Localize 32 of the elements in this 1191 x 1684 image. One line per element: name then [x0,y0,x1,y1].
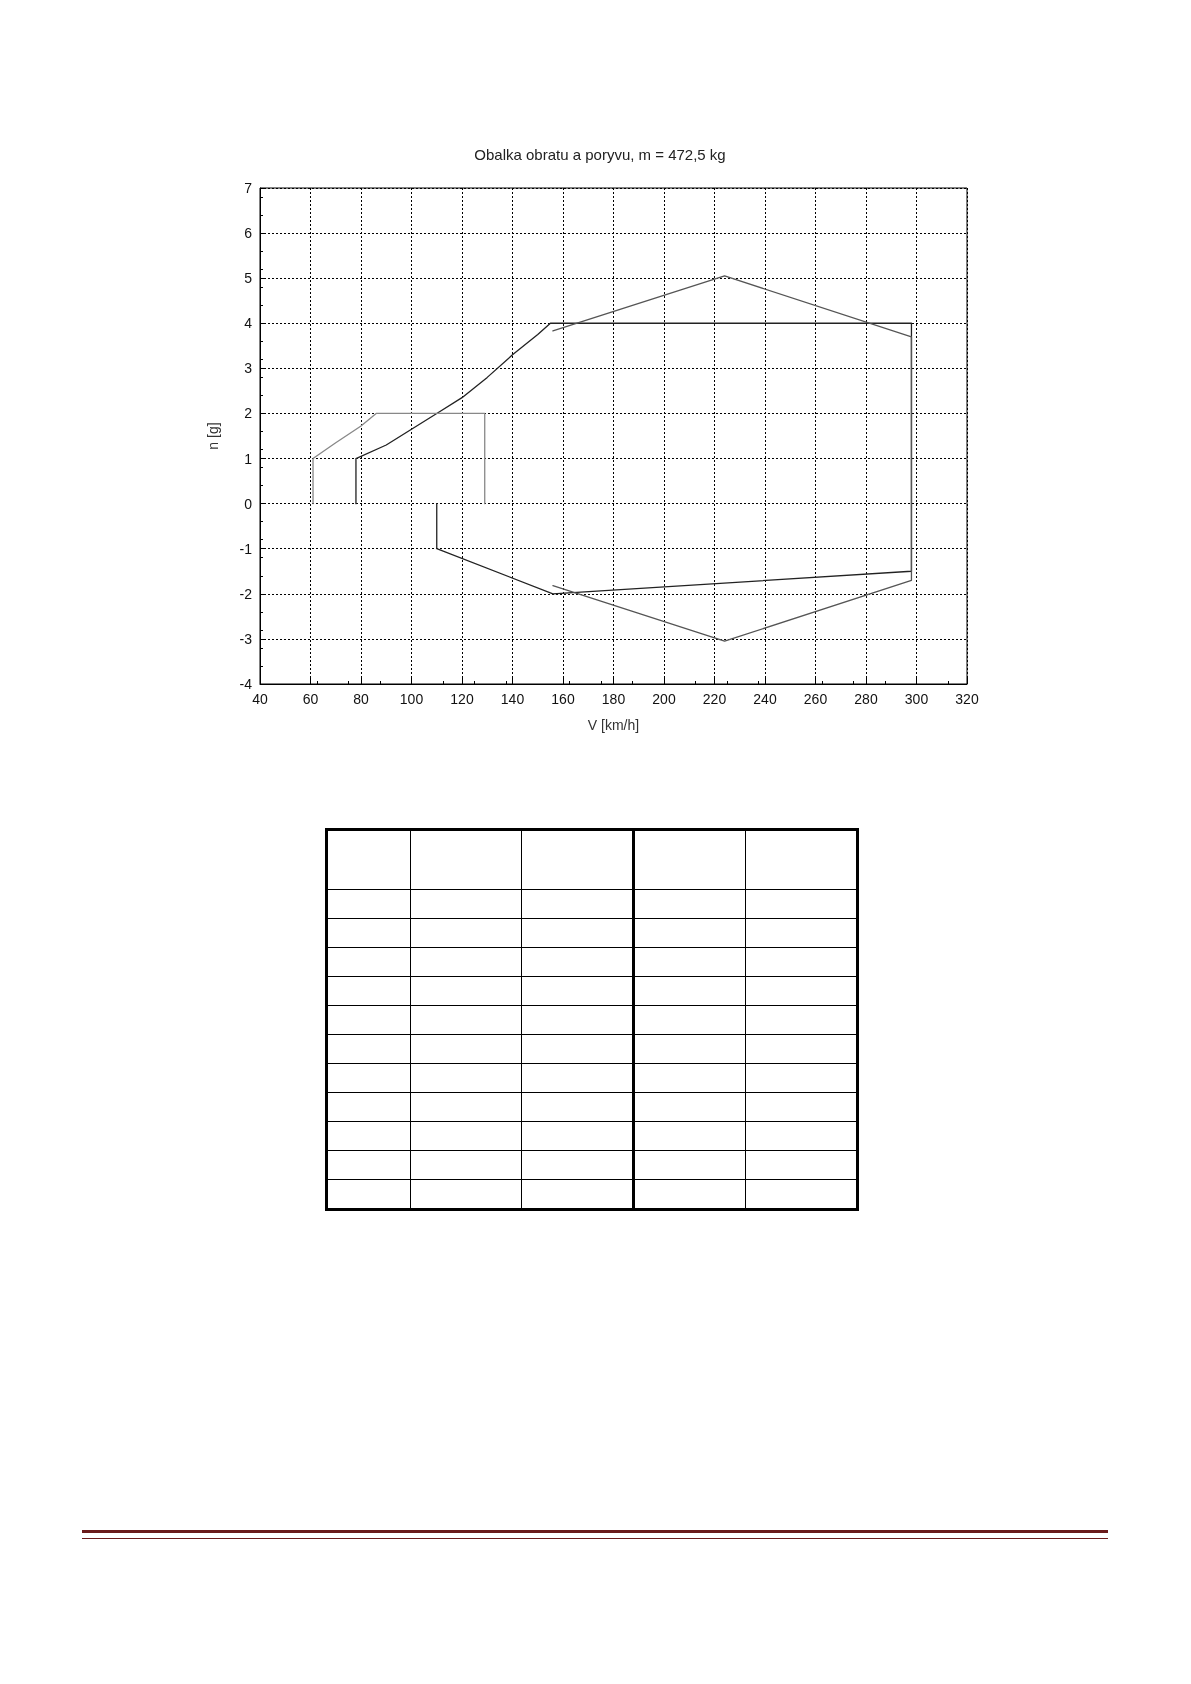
y-tick-label: 4 [244,315,253,332]
x-tick-label: 60 [302,691,319,707]
y-tick-label: 5 [244,270,253,287]
y-tick-label: 1 [244,450,253,467]
x-tick-label: 160 [551,691,575,707]
x-tick-label: 300 [904,691,929,707]
line-series [552,275,913,642]
y-tick-label: 0 [244,495,253,512]
x-tick-label: 40 [252,691,268,707]
y-tick-label: 6 [244,225,253,242]
y-tick-label: -1 [239,540,253,557]
x-tick-label: 120 [450,691,474,707]
y-tick-label: 3 [244,360,253,377]
y-tick-label: -3 [239,630,253,647]
chart-title: Obalka obratu a poryvu, m = 472,5 kg [474,146,726,163]
y-axis-title: n [g] [205,422,221,450]
x-tick-label: 140 [500,691,525,707]
x-tick-label: 220 [702,691,727,707]
line-series [312,412,486,505]
y-tick-label: 7 [244,180,253,196]
x-tick-label: 80 [353,691,369,707]
y-tick-label: 2 [244,405,253,422]
x-tick-label: 260 [803,691,828,707]
x-tick-label: 200 [652,691,676,707]
x-tick-label: 180 [601,691,626,707]
x-tick-label: 240 [753,691,777,707]
x-tick-label: 280 [854,691,878,707]
x-tick-label: 100 [399,691,424,707]
x-axis-title: V [km/h] [587,717,640,733]
x-tick-label: 320 [955,691,979,707]
y-tick-label: -4 [239,676,253,692]
y-tick-label: -2 [239,585,253,602]
